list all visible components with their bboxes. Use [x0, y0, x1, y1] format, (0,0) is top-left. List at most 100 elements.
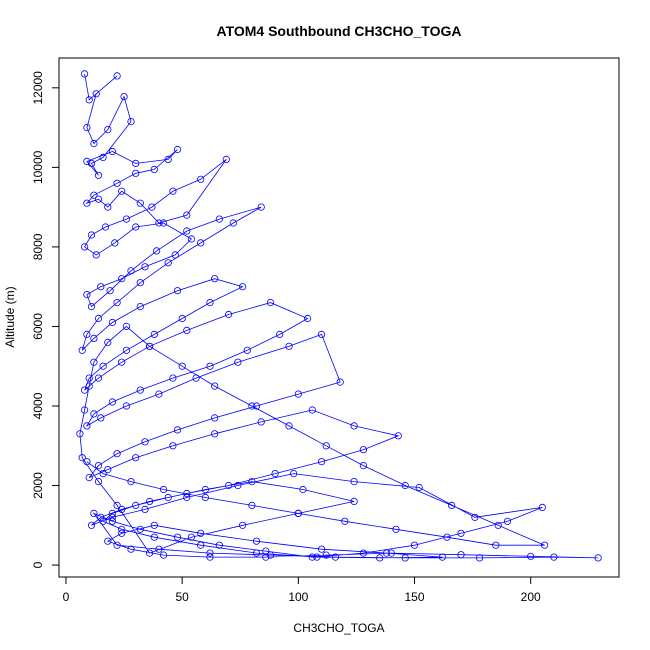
data-point: [234, 358, 242, 366]
data-point: [83, 458, 91, 466]
data-point: [127, 118, 135, 126]
data-point: [164, 259, 172, 267]
data-point: [94, 314, 103, 323]
data-point: [150, 330, 158, 338]
data-point: [234, 481, 242, 490]
y-tick-label: 4000: [31, 392, 45, 419]
data-point: [594, 554, 602, 562]
data-point: [262, 553, 270, 561]
data-point: [141, 438, 149, 446]
data-point: [94, 374, 103, 382]
data-point: [83, 330, 91, 338]
data-point: [294, 509, 302, 518]
data-point: [376, 554, 384, 562]
x-tick-label: 100: [288, 590, 308, 604]
data-point: [108, 513, 117, 521]
data-point: [136, 199, 144, 207]
data-point: [141, 263, 149, 271]
data-point: [183, 227, 191, 235]
data-point: [122, 346, 131, 354]
data-point: [492, 541, 500, 549]
data-point: [257, 418, 265, 426]
data-point: [503, 517, 512, 525]
data-point: [160, 485, 168, 494]
y-tick-label: 0: [31, 561, 45, 568]
data-point: [457, 529, 465, 537]
y-tick-label: 6000: [31, 313, 45, 340]
data-point: [85, 473, 93, 482]
data-point: [410, 541, 419, 549]
data-point: [350, 497, 358, 505]
data-point: [239, 283, 247, 291]
data-point: [113, 501, 121, 509]
data-point: [225, 310, 233, 319]
data-point: [108, 318, 117, 327]
data-point: [87, 231, 96, 239]
data-point: [78, 346, 86, 354]
data-point: [266, 551, 275, 559]
data-point: [113, 541, 121, 549]
data-point: [118, 529, 126, 537]
data-point: [527, 552, 535, 560]
data-point: [90, 358, 98, 366]
data-point: [266, 298, 275, 307]
data-point: [146, 342, 154, 350]
data-point: [173, 533, 182, 541]
data-point: [341, 517, 349, 525]
data-point: [122, 322, 131, 330]
data-point: [150, 165, 158, 173]
data-point: [94, 195, 103, 203]
data-point: [206, 553, 214, 561]
data-point: [201, 485, 209, 494]
data-point: [336, 378, 344, 386]
data-point: [108, 398, 117, 406]
data-point: [148, 203, 156, 211]
data-point: [104, 537, 112, 545]
data-point: [87, 159, 96, 167]
data-point: [155, 390, 163, 398]
data-point: [113, 179, 121, 187]
data-point: [132, 169, 140, 177]
data-point: [150, 533, 158, 541]
data-point: [187, 533, 195, 541]
data-point: [197, 175, 205, 183]
data-point: [248, 501, 256, 509]
plot-area: [76, 70, 602, 562]
x-tick-label: 50: [175, 590, 189, 604]
data-point: [101, 223, 110, 231]
data-point: [85, 382, 93, 390]
data-point: [85, 96, 93, 104]
data-point: [359, 549, 367, 557]
y-tick-label: 10000: [31, 150, 45, 184]
data-point: [178, 314, 186, 323]
data-point: [132, 454, 140, 462]
data-point: [313, 553, 321, 561]
data-point: [83, 290, 91, 299]
data-point: [471, 513, 479, 521]
data-point: [83, 422, 91, 430]
data-point: [285, 422, 293, 430]
data-point: [308, 406, 316, 414]
data-point: [299, 485, 307, 494]
data-point: [127, 477, 135, 486]
y-tick-label: 2000: [31, 472, 45, 499]
data-point: [215, 215, 223, 223]
data-point: [229, 219, 237, 227]
data-point: [150, 521, 158, 529]
data-point: [81, 243, 89, 251]
data-point: [248, 477, 256, 486]
data-point: [359, 446, 367, 454]
data-point: [448, 501, 456, 509]
data-point: [183, 211, 191, 219]
data-point: [92, 90, 100, 98]
data-point: [183, 489, 191, 498]
data-point: [146, 549, 154, 557]
data-point: [183, 326, 191, 334]
data-point: [118, 358, 126, 366]
data-point: [85, 374, 93, 382]
data-point: [257, 203, 265, 211]
data-point: [271, 469, 279, 478]
data-point: [118, 275, 126, 283]
y-tick-label: 8000: [31, 233, 45, 260]
data-point: [285, 342, 293, 350]
